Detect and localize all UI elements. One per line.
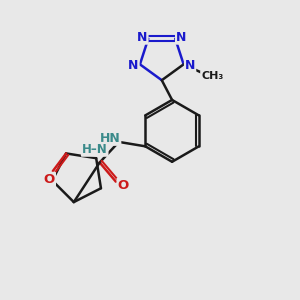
Text: N: N <box>185 59 195 72</box>
Text: N: N <box>137 31 148 44</box>
Text: H–N: H–N <box>82 143 108 156</box>
Text: O: O <box>118 179 129 192</box>
Text: CH₃: CH₃ <box>201 71 223 81</box>
Text: HN: HN <box>100 132 120 145</box>
Text: O: O <box>44 173 55 186</box>
Text: N: N <box>176 31 186 44</box>
Text: N: N <box>128 59 139 72</box>
